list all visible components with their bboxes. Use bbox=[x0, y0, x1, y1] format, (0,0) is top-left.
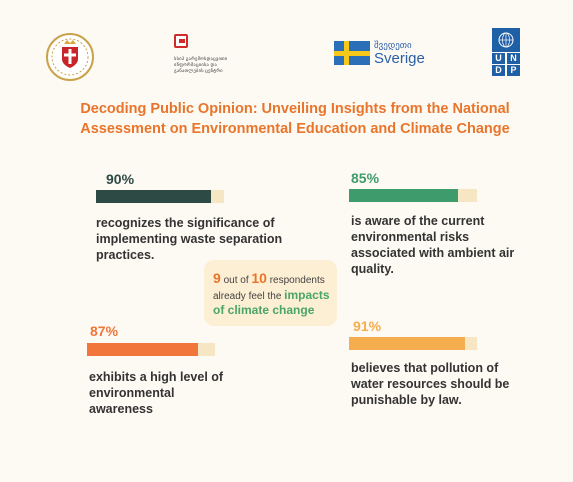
callout-text: respondents bbox=[266, 275, 325, 286]
agency-line-2: ინფორმაციისა და bbox=[174, 62, 218, 67]
stat-desc-line: exhibits a high level of bbox=[89, 370, 224, 384]
title-line-2: Assessment on Environmental Education an… bbox=[80, 121, 510, 137]
callout-highlight: of climate change bbox=[213, 303, 315, 317]
sverige-georgian-label: შვედეთი bbox=[374, 40, 412, 50]
sverige-label: Sverige bbox=[374, 50, 425, 67]
stat-desc-line: environmental risks bbox=[351, 230, 470, 244]
georgia-emblem-logo bbox=[45, 32, 95, 82]
callout-number-9: 9 bbox=[213, 270, 221, 286]
stat-desc-line: associated with ambient air bbox=[351, 246, 515, 260]
agency-mark-icon bbox=[174, 34, 188, 48]
callout-highlight: impacts bbox=[284, 288, 330, 302]
stat-desc-line: water resources should be bbox=[351, 377, 510, 391]
stat-bar-waste bbox=[96, 190, 224, 203]
stat-bar-awareness bbox=[87, 343, 215, 356]
stat-bar-fill-awareness bbox=[87, 343, 199, 356]
undp-letter-n: N bbox=[507, 53, 520, 64]
stat-percent-water: 91% bbox=[353, 318, 382, 334]
climate-impact-callout: 9 out of 10 respondents already feel the… bbox=[204, 260, 337, 326]
stat-desc-water: believes that pollution of water resourc… bbox=[351, 360, 509, 408]
agency-line-3: განათლების ცენტრი bbox=[174, 68, 223, 73]
stat-percent-awareness: 87% bbox=[90, 323, 119, 339]
sverige-logo: შვედეთი Sverige bbox=[334, 40, 425, 67]
stat-bar-air bbox=[349, 189, 477, 202]
un-globe-icon bbox=[492, 28, 520, 52]
stat-desc-waste: recognizes the significance of implement… bbox=[96, 215, 282, 263]
stat-bar-fill-water bbox=[349, 337, 466, 350]
undp-logo: U N D P bbox=[492, 28, 520, 76]
stat-desc-line: believes that pollution of bbox=[351, 361, 499, 375]
callout-number-10: 10 bbox=[251, 270, 267, 286]
stat-percent-air: 85% bbox=[351, 170, 380, 186]
stat-desc-line: environmental bbox=[89, 386, 175, 400]
title-line-1: Decoding Public Opinion: Unveiling Insig… bbox=[80, 101, 510, 117]
agency-line-1: სსიპ გარემოსდაცვითი bbox=[174, 56, 228, 61]
stat-bar-fill-air bbox=[349, 189, 458, 202]
callout-text: out of bbox=[220, 275, 252, 286]
stat-desc-line: is aware of the current bbox=[351, 214, 485, 228]
undp-letter-p: P bbox=[507, 65, 520, 76]
stat-bar-fill-waste bbox=[96, 190, 212, 203]
stat-desc-line: punishable by law. bbox=[351, 393, 462, 407]
stat-percent-waste: 90% bbox=[106, 171, 135, 187]
callout-text: already feel the bbox=[213, 291, 285, 302]
stat-bar-water bbox=[349, 337, 477, 350]
environmental-agency-logo: სსიპ გარემოსდაცვითი ინფორმაციისა და განა… bbox=[174, 34, 254, 78]
stat-desc-line: implementing waste separation bbox=[96, 232, 283, 246]
stat-desc-line: practices. bbox=[96, 248, 155, 262]
undp-letter-d: D bbox=[492, 65, 505, 76]
stat-desc-line: quality. bbox=[351, 262, 394, 276]
page-title: Decoding Public Opinion: Unveiling Insig… bbox=[60, 99, 530, 139]
stat-desc-awareness: exhibits a high level of environmental a… bbox=[89, 369, 223, 417]
undp-letter-u: U bbox=[492, 53, 505, 64]
stat-desc-air: is aware of the current environmental ri… bbox=[351, 213, 514, 277]
stat-desc-line: recognizes the significance of bbox=[96, 216, 275, 230]
sweden-flag-icon bbox=[334, 41, 370, 65]
stat-desc-line: awareness bbox=[89, 402, 153, 416]
